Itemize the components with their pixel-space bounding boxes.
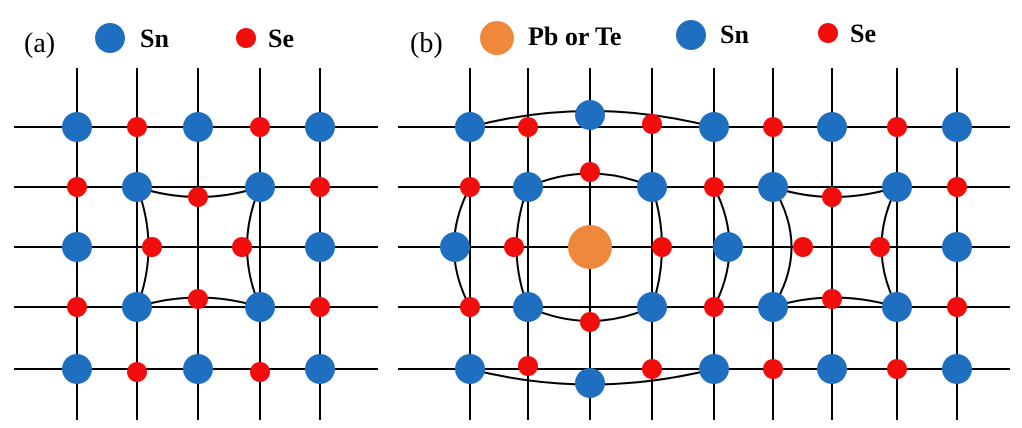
se-atom (250, 362, 270, 382)
sn-atom (817, 112, 847, 142)
legend-swatch-se (818, 23, 838, 43)
sn-atom (575, 100, 605, 130)
sn-atom (758, 172, 788, 202)
sn-atom (440, 232, 470, 262)
sn-atom (62, 112, 92, 142)
sn-atom (942, 232, 972, 262)
se-atom (142, 237, 162, 257)
se-atom (793, 237, 813, 257)
se-atom (822, 187, 842, 207)
se-atom (642, 359, 662, 379)
legend-swatch-sn (95, 23, 125, 53)
se-atom (67, 297, 87, 317)
se-atom (642, 114, 662, 134)
sn-atom (713, 232, 743, 262)
sn-atom (758, 292, 788, 322)
legend-label: Se (268, 24, 294, 53)
sn-atom (305, 232, 335, 262)
legend-label: Se (850, 19, 876, 48)
sn-atom (62, 354, 92, 384)
panel-label: (b) (410, 28, 443, 59)
se-atom (887, 359, 907, 379)
sn-atom (183, 112, 213, 142)
sn-atom (637, 172, 667, 202)
legend-label: Sn (720, 20, 749, 49)
sn-atom (305, 354, 335, 384)
se-atom (652, 237, 672, 257)
sn-atom (637, 292, 667, 322)
se-atom (188, 289, 208, 309)
se-atom (504, 237, 524, 257)
sn-atom (575, 368, 605, 398)
sn-atom (513, 292, 543, 322)
sn-atom (122, 172, 152, 202)
sn-atom (62, 232, 92, 262)
legend-swatch-se (236, 28, 256, 48)
legend-label: Pb or Te (528, 22, 621, 51)
se-atom (127, 362, 147, 382)
se-atom (232, 237, 252, 257)
sn-atom (882, 292, 912, 322)
sn-atom (699, 112, 729, 142)
legend-swatch-sn (676, 20, 706, 50)
se-atom (947, 297, 967, 317)
se-atom (870, 237, 890, 257)
se-atom (580, 312, 600, 332)
legend-label: Sn (140, 24, 169, 53)
sn-atom (882, 172, 912, 202)
sn-atom (245, 172, 275, 202)
se-atom (460, 297, 480, 317)
se-atom (887, 117, 907, 137)
se-atom (188, 187, 208, 207)
se-atom (947, 177, 967, 197)
sn-atom (699, 354, 729, 384)
sn-atom (183, 354, 213, 384)
sn-atom (305, 112, 335, 142)
se-atom (518, 117, 538, 137)
se-atom (704, 177, 724, 197)
se-atom (518, 356, 538, 376)
se-atom (763, 359, 783, 379)
se-atom (67, 177, 87, 197)
sn-atom (455, 112, 485, 142)
se-atom (310, 297, 330, 317)
se-atom (704, 297, 724, 317)
se-atom (127, 117, 147, 137)
legend-swatch-pb (480, 21, 514, 55)
sn-atom (942, 354, 972, 384)
se-atom (310, 177, 330, 197)
sn-atom (122, 292, 152, 322)
se-atom (822, 289, 842, 309)
sn-atom (817, 354, 847, 384)
se-atom (580, 162, 600, 182)
se-atom (460, 177, 480, 197)
se-atom (250, 117, 270, 137)
panel-label: (a) (24, 28, 55, 59)
sn-atom (245, 292, 275, 322)
sn-atom (513, 172, 543, 202)
sn-atom (455, 354, 485, 384)
figure: (a) Sn Se (b) Pb or Te Sn Se (0, 0, 1022, 428)
sn-atom (942, 112, 972, 142)
pb-te-atom (568, 225, 612, 269)
se-atom (763, 117, 783, 137)
